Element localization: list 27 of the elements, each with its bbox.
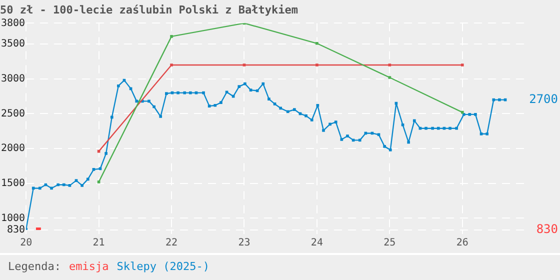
text: 830 [536, 222, 558, 236]
y-tick-label: 3800 [0, 18, 26, 29]
y-tick-label: 1500 [0, 178, 26, 189]
point [388, 76, 392, 79]
point [242, 64, 246, 66]
x-tick-label: 20 [20, 238, 32, 249]
point [388, 64, 392, 66]
y-tick-label: 2000 [0, 143, 26, 154]
y-tick-label: 1000 [0, 212, 26, 224]
annotation: 2700 [529, 92, 558, 106]
point [460, 110, 464, 114]
y-tick-label: 830 [7, 224, 26, 236]
y-tick-label: 3000 [0, 73, 26, 84]
x-tick-label: 21 [92, 238, 105, 249]
x-tick-label: 26 [456, 238, 468, 249]
point [97, 180, 100, 184]
x-tick-label: 22 [165, 238, 178, 249]
y-tick-label: 3500 [0, 38, 26, 50]
x-tick-label: 23 [238, 238, 250, 249]
point [460, 64, 464, 66]
y-tick-label: 2500 [0, 108, 26, 120]
text: Sklepy (2025-) [116, 260, 210, 273]
text: emisja [68, 260, 109, 273]
x-tick-label: 24 [310, 238, 323, 249]
chart-title: 50 zł - 100-lecie zaślubin Polski z Bałtykiem [0, 3, 298, 16]
x-tick-label: 25 [384, 238, 396, 249]
legend-title: Legenda: [8, 260, 61, 273]
